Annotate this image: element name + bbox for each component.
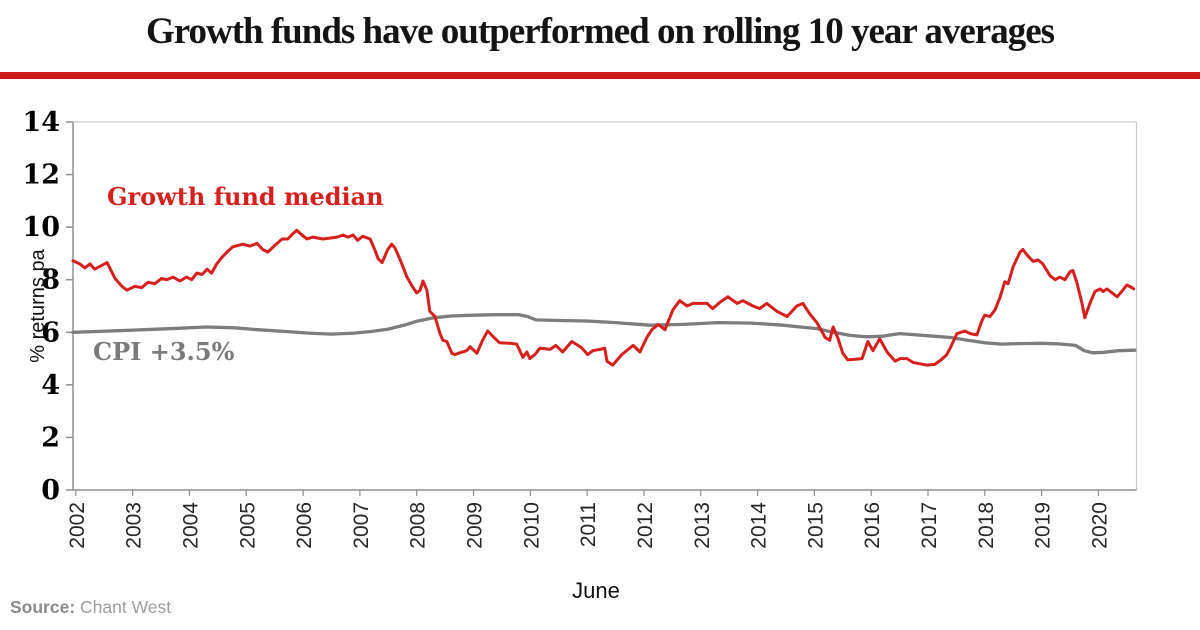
x-tick-label: 2017 xyxy=(918,502,941,549)
x-tick-label: 2014 xyxy=(748,502,771,549)
legend-cpi: CPI +3.5% xyxy=(93,337,235,366)
y-tick-label: 8 xyxy=(41,265,60,296)
x-axis-title: June xyxy=(572,578,620,603)
x-tick-label: 2006 xyxy=(293,502,316,549)
source-line: Source: Chant West xyxy=(10,597,171,618)
x-tick-label: 2018 xyxy=(975,502,998,549)
y-tick-label: 0 xyxy=(41,475,60,506)
source-value: Chant West xyxy=(80,597,172,617)
growth-fund-median-line xyxy=(71,228,1136,367)
line-chart: 0 2 4 6 8 10 12 14 2002 2003 2004 2005 2006 2007 2008 2… xyxy=(22,107,1138,603)
x-tick-label: 2009 xyxy=(464,502,487,549)
x-tick-label: 2008 xyxy=(407,502,430,549)
source-label: Source: xyxy=(10,597,76,617)
x-tick-label: 2016 xyxy=(861,502,884,549)
y-axis-title: % returns pa xyxy=(27,248,49,362)
legend-growth-fund-median: Growth fund median xyxy=(107,182,384,211)
x-tick-label: 2005 xyxy=(236,502,259,549)
x-tick-label: 2007 xyxy=(350,502,373,549)
x-tick-label: 2011 xyxy=(577,502,600,547)
y-tick-label: 2 xyxy=(41,422,60,453)
title-red-rule xyxy=(0,72,1200,79)
x-tick-label: 2020 xyxy=(1088,502,1111,549)
x-tick-label: 2002 xyxy=(66,502,89,549)
x-tick-label: 2015 xyxy=(804,502,827,549)
x-tick-label: 2012 xyxy=(634,502,657,549)
x-tick-label: 2010 xyxy=(520,502,543,549)
x-tick-label: 2003 xyxy=(123,502,146,549)
x-tick-label: 2013 xyxy=(691,502,714,549)
y-tick-label: 14 xyxy=(22,107,60,138)
x-tick-label: 2019 xyxy=(1032,502,1055,549)
y-tick-label: 10 xyxy=(22,212,60,243)
y-tick-label: 4 xyxy=(41,370,60,401)
y-tick-label: 12 xyxy=(22,160,60,191)
x-tick-label: 2004 xyxy=(179,502,202,549)
y-tick-label: 6 xyxy=(41,317,60,348)
page-title: Growth funds have outperformed on rollin… xyxy=(145,11,1055,52)
